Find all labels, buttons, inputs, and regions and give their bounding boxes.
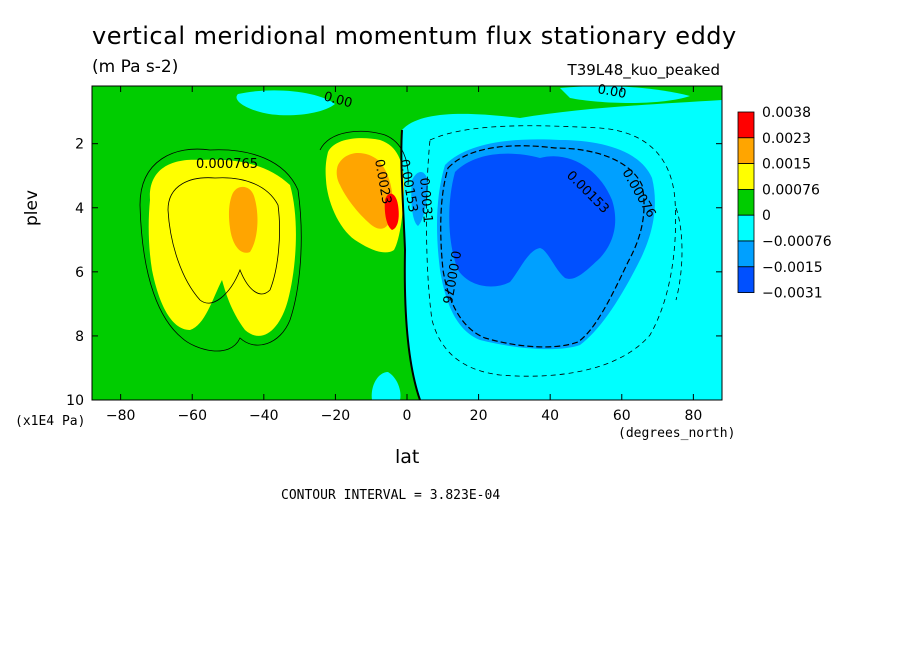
legend-swatch: [737, 111, 755, 139]
legend-level-label: 0.0015: [762, 157, 811, 173]
legend-level-label: 0.0023: [762, 131, 811, 147]
positive-core-mid: [336, 153, 393, 229]
y-tick-label: 10: [66, 393, 84, 409]
contour-positive-left-inner: [167, 177, 280, 304]
contour-field: [92, 86, 722, 400]
y-axis: 2 4 6 8 10: [66, 137, 722, 409]
y-tick-label: 6: [75, 265, 84, 281]
legend-level-label: −0.0031: [762, 286, 823, 302]
x-axis: −80 −60 −40 −20 0 20 40 60 80: [106, 86, 702, 424]
legend-swatch: [737, 266, 755, 293]
legend-swatch: [737, 188, 755, 216]
legend-level-label: −0.00076: [762, 234, 832, 250]
x-tick-label: −80: [106, 408, 136, 424]
x-tick-label: −40: [249, 408, 279, 424]
contour-negative-inner: [440, 145, 645, 348]
x-tick-label: 20: [470, 408, 488, 424]
legend-level-label: 0.00076: [762, 182, 820, 198]
y-tick-label: 8: [75, 329, 84, 345]
x-tick-label: 0: [403, 408, 412, 424]
x-tick-label: 80: [684, 408, 702, 424]
negative-patch-bottom: [371, 372, 401, 400]
x-tick-label: 40: [541, 408, 559, 424]
positive-core-left: [228, 186, 258, 253]
run-label: T39L48_kuo_peaked: [567, 61, 720, 79]
chart-units: (m Pa s-2): [92, 57, 179, 77]
contour-label: 0.000765: [196, 157, 258, 172]
contour-positive-left-outer: [139, 148, 302, 352]
negative-patch-top-left: [236, 90, 335, 116]
y-tick-label: 4: [75, 201, 84, 217]
negative-region-strong: [449, 153, 616, 287]
x-tick-label: −60: [177, 408, 207, 424]
positive-region-left: [148, 159, 296, 336]
x-tick-label: 60: [613, 408, 631, 424]
legend-level-label: 0.0038: [762, 105, 811, 121]
negative-patch-top-right: [560, 86, 690, 103]
zero-contour: [400, 129, 421, 400]
x-tick-label: −20: [321, 408, 351, 424]
contour-interval-note: CONTOUR INTERVAL = 3.823E-04: [281, 488, 501, 503]
x-axis-units: (degrees_north): [618, 426, 736, 441]
legend-swatch: [737, 137, 755, 165]
positive-peak-mid: [384, 193, 399, 230]
legend-swatch: [737, 214, 755, 242]
y-tick-label: 2: [75, 137, 84, 153]
legend-swatch: [737, 240, 755, 268]
negative-patch-small: [411, 171, 428, 226]
contour-negative-far: [675, 207, 683, 301]
contour-positive-mid: [319, 130, 409, 186]
negative-patch-mid: [440, 372, 560, 389]
legend-swatch: [737, 163, 755, 190]
chart-title: vertical meridional momentum flux statio…: [92, 22, 737, 50]
legend-level-label: −0.0015: [762, 260, 823, 276]
x-axis-label: lat: [395, 446, 420, 468]
contour-label: 0.00: [322, 89, 354, 111]
contour-label: 0.0031: [416, 177, 435, 224]
y-axis-units: (x1E4 Pa): [15, 414, 86, 429]
contour-negative-outer: [426, 125, 676, 377]
color-legend: 0.0038 0.0023 0.0015 0.00076 0 −0.00076 −0.001…: [737, 105, 832, 302]
contour-label: 0.00: [596, 82, 627, 102]
contour-lines: [139, 125, 683, 400]
legend-level-label: 0: [762, 208, 771, 224]
